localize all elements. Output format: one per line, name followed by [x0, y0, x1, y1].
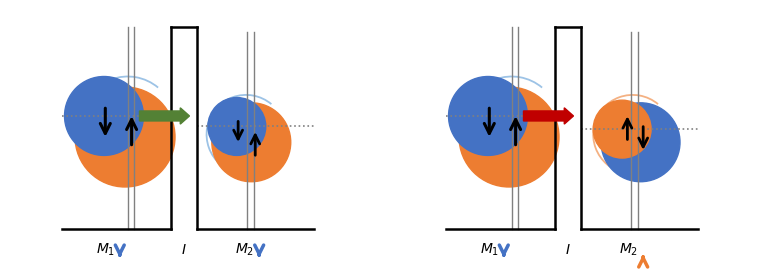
Text: $I$: $I$	[181, 243, 187, 257]
Circle shape	[449, 76, 528, 155]
Circle shape	[65, 76, 144, 155]
FancyArrow shape	[524, 108, 574, 124]
Text: $I$: $I$	[565, 243, 571, 257]
FancyArrow shape	[140, 108, 190, 124]
Text: $M_2$: $M_2$	[619, 242, 638, 258]
Text: $M_2$: $M_2$	[235, 242, 254, 258]
Circle shape	[208, 98, 266, 155]
Circle shape	[212, 103, 291, 182]
Circle shape	[75, 87, 175, 187]
Text: $M_1$: $M_1$	[96, 242, 115, 258]
Circle shape	[601, 103, 680, 182]
Circle shape	[593, 100, 651, 158]
Text: $M_1$: $M_1$	[480, 242, 499, 258]
Circle shape	[459, 87, 559, 187]
